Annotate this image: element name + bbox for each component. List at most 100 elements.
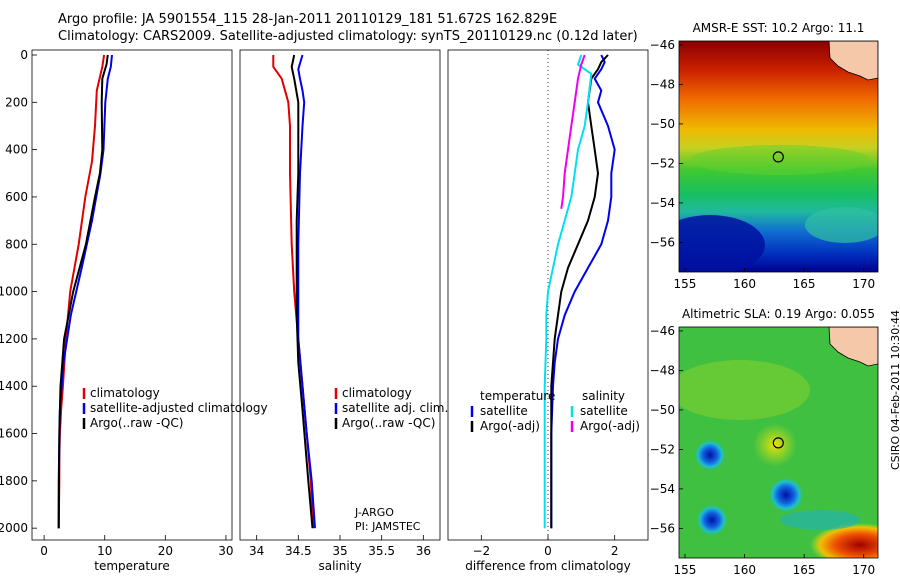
x-tick-label: 30 xyxy=(218,544,233,558)
legend-entry: Argo(..raw -QC) xyxy=(342,416,435,430)
x-tick-label: 34 xyxy=(249,544,264,558)
sst-front xyxy=(690,145,870,175)
legend-entry: satellite xyxy=(580,404,628,418)
legend-group-title: temperature xyxy=(480,389,555,403)
map-x-tick-label: 165 xyxy=(793,277,816,291)
x-tick-label: 10 xyxy=(97,544,112,558)
map-x-tick-label: 155 xyxy=(674,277,697,291)
y-tick-label: 1200 xyxy=(0,332,28,346)
sla-low-2 xyxy=(768,477,804,513)
y-tick-label: 1400 xyxy=(0,379,28,393)
series-line xyxy=(550,54,616,529)
map-y-tick-label: −48 xyxy=(650,363,675,377)
pi-label: PI: JAMSTEC xyxy=(355,520,421,533)
sla-high-2 xyxy=(810,523,878,558)
series-line xyxy=(290,54,314,529)
x-tick-label: −2 xyxy=(472,544,490,558)
series-line xyxy=(550,54,609,529)
y-tick-label: 1000 xyxy=(0,285,28,299)
map-x-tick-label: 160 xyxy=(733,563,756,577)
map-y-tick-label: −54 xyxy=(650,482,675,496)
panel-frame xyxy=(31,49,233,541)
sla-high xyxy=(753,423,797,467)
x-axis-label: salinity xyxy=(318,559,361,573)
x-tick-label: 36 xyxy=(416,544,431,558)
x-axis-label: temperature xyxy=(94,559,169,573)
sla-profile-marker xyxy=(772,437,784,449)
series-line xyxy=(560,54,586,209)
sst-coastline xyxy=(828,41,878,81)
legend-group-title: salinity xyxy=(582,389,625,403)
y-tick-label: 1800 xyxy=(0,474,28,488)
legend-entry: satellite-adjusted climatology xyxy=(90,401,268,415)
legend-entry: Argo(..raw -QC) xyxy=(90,416,183,430)
x-tick-label: 0 xyxy=(544,544,552,558)
x-tick-label: 0 xyxy=(40,544,48,558)
x-tick-label: 35 xyxy=(332,544,347,558)
y-tick-label: 200 xyxy=(5,95,28,109)
sla-patch-1 xyxy=(679,360,810,420)
legend-entry: climatology xyxy=(90,386,160,400)
map-x-tick-label: 170 xyxy=(852,277,875,291)
series-line xyxy=(297,54,316,529)
credit-stamp: CSIRO 04-Feb-2011 10:30:44 xyxy=(889,309,900,470)
map-y-tick-label: −48 xyxy=(650,77,675,91)
map-axes-1: AMSR-E SST: 10.2 Argo: 11.1 155 160 165 170 −… xyxy=(650,21,875,291)
map-y-tick-label: −52 xyxy=(650,156,675,170)
sla-coastline xyxy=(828,327,878,367)
map-x-tick-label: 160 xyxy=(733,277,756,291)
institution-label: J-ARGO xyxy=(355,506,394,519)
map-y-tick-label: −54 xyxy=(650,196,675,210)
series-line xyxy=(57,54,109,529)
sst-map-frame xyxy=(678,40,879,273)
legend-entry: satellite xyxy=(480,404,528,418)
figure-title-line1: Argo profile: JA 5901554_115 28-Jan-2011… xyxy=(58,12,558,27)
legend-entry: Argo(-adj) xyxy=(480,419,540,433)
sla-low-3 xyxy=(696,504,728,536)
sla-low-1 xyxy=(694,439,726,471)
y-tick-label: 400 xyxy=(5,143,28,157)
figure-title-line2: Climatology: CARS2009. Satellite-adjuste… xyxy=(58,29,638,44)
series-line xyxy=(543,54,593,529)
sla-map xyxy=(679,327,878,558)
sst-map xyxy=(679,41,878,272)
sst-cool-patch xyxy=(805,207,878,243)
sst-profile-marker xyxy=(772,151,784,163)
x-axis-label: difference from climatology xyxy=(465,559,631,573)
profile-panel-1: 0 10 20 30 temperature 0 200 400 600 800 1000 1200 1… xyxy=(0,48,268,573)
map-y-tick-label: −50 xyxy=(650,117,675,131)
map-axes-2: Altimetric SLA: 0.19 Argo: 0.055 155 160 16… xyxy=(650,307,875,577)
y-tick-label: 1600 xyxy=(0,427,28,441)
map-title: AMSR-E SST: 10.2 Argo: 11.1 xyxy=(693,21,865,35)
sla-map-frame xyxy=(678,326,879,559)
map-y-tick-label: −56 xyxy=(650,235,675,249)
map-y-tick-label: −56 xyxy=(650,521,675,535)
legend-entry: Argo(-adj) xyxy=(580,419,640,433)
map-x-tick-label: 170 xyxy=(852,563,875,577)
sst-cold-pool xyxy=(679,215,765,272)
x-tick-label: 2 xyxy=(611,544,619,558)
profile-panel-2: 34 34.5 35 35.5 36 salinity climatologysatelli… xyxy=(239,49,448,573)
map-y-tick-label: −46 xyxy=(650,324,675,338)
map-x-tick-label: 155 xyxy=(674,563,697,577)
panel-frame xyxy=(239,49,441,541)
sla-band xyxy=(780,510,860,530)
map-title: Altimetric SLA: 0.19 Argo: 0.055 xyxy=(682,307,875,321)
map-y-tick-label: −46 xyxy=(650,38,675,52)
x-tick-label: 20 xyxy=(158,544,173,558)
map-y-tick-label: −50 xyxy=(650,403,675,417)
y-tick-label: 800 xyxy=(5,237,28,251)
legend-entry: climatology xyxy=(342,386,412,400)
legend-entry: satellite adj. clim. xyxy=(342,401,448,415)
x-tick-label: 34.5 xyxy=(285,544,312,558)
series-line xyxy=(57,54,113,529)
y-tick-label: 2000 xyxy=(0,521,28,535)
map-y-tick-label: −52 xyxy=(650,442,675,456)
y-tick-label: 600 xyxy=(5,190,28,204)
x-tick-label: 35.5 xyxy=(368,544,395,558)
y-tick-label: 0 xyxy=(20,48,28,62)
map-x-tick-label: 165 xyxy=(793,563,816,577)
series-line xyxy=(57,54,106,529)
